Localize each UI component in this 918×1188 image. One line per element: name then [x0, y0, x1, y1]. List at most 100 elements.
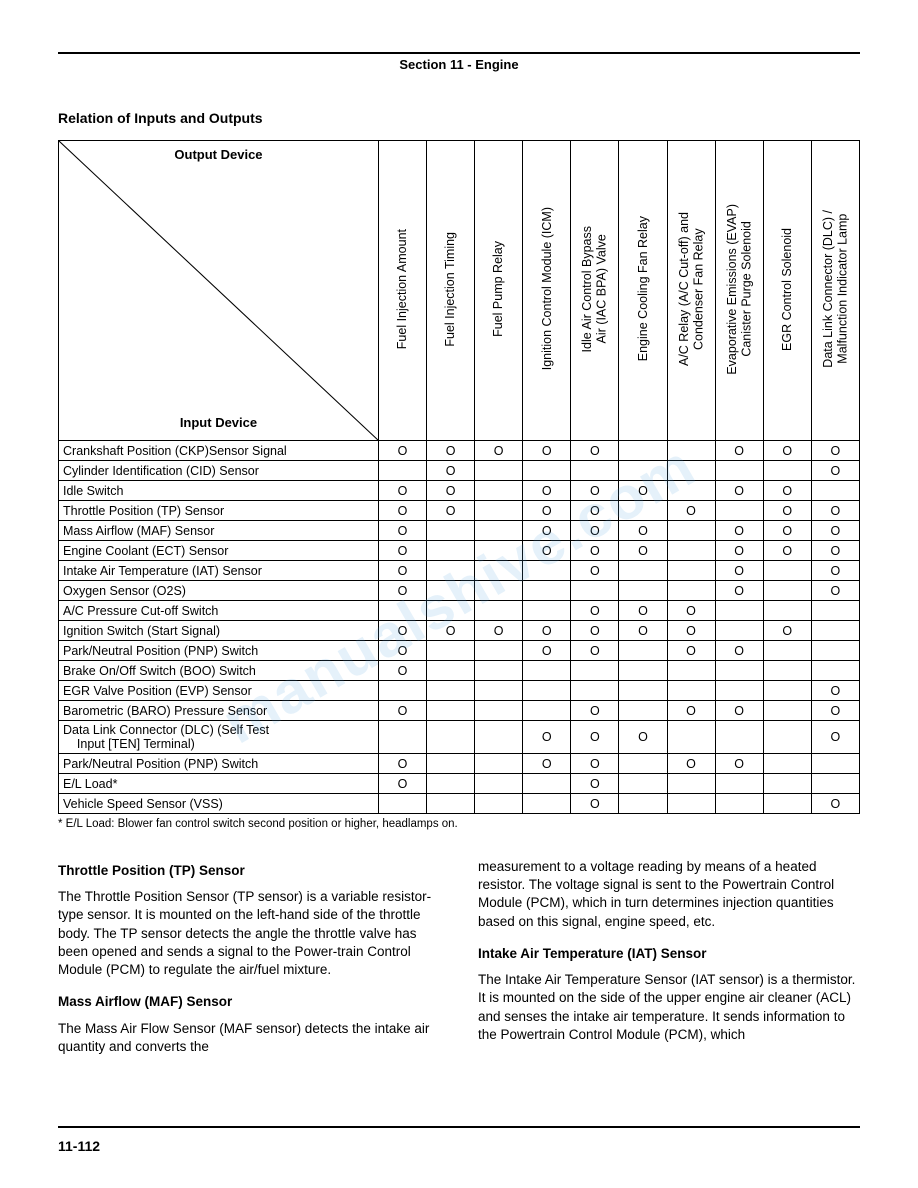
row-header: Brake On/Off Switch (BOO) Switch — [59, 661, 379, 681]
matrix-cell: O — [715, 581, 763, 601]
column-header-label: Fuel Injection Timing — [443, 232, 457, 347]
matrix-cell — [619, 441, 667, 461]
matrix-cell: O — [378, 481, 426, 501]
matrix-cell: O — [378, 754, 426, 774]
row-header: Crankshaft Position (CKP)Sensor Signal — [59, 441, 379, 461]
matrix-cell: O — [427, 501, 475, 521]
matrix-cell — [667, 681, 715, 701]
paragraph: The Throttle Position Sensor (TP sensor)… — [58, 888, 440, 979]
matrix-cell — [811, 661, 859, 681]
matrix-cell: O — [378, 621, 426, 641]
matrix-cell: O — [475, 621, 523, 641]
matrix-cell — [811, 621, 859, 641]
matrix-cell — [475, 661, 523, 681]
matrix-cell: O — [811, 721, 859, 754]
matrix-cell — [475, 774, 523, 794]
matrix-cell — [667, 661, 715, 681]
matrix-cell — [667, 521, 715, 541]
table-row: Ignition Switch (Start Signal)OOOOOOOO — [59, 621, 860, 641]
row-header: Park/Neutral Position (PNP) Switch — [59, 641, 379, 661]
matrix-cell — [763, 794, 811, 814]
matrix-cell — [475, 501, 523, 521]
matrix-cell — [523, 601, 571, 621]
matrix-cell — [475, 794, 523, 814]
row-header: E/L Load* — [59, 774, 379, 794]
table-row: Park/Neutral Position (PNP) SwitchOOOOO — [59, 754, 860, 774]
row-header: A/C Pressure Cut-off Switch — [59, 601, 379, 621]
matrix-cell — [715, 621, 763, 641]
matrix-cell: O — [571, 794, 619, 814]
bottom-rule — [58, 1126, 860, 1128]
matrix-cell: O — [475, 441, 523, 461]
column-header-label: Fuel Injection Amount — [395, 229, 409, 349]
matrix-cell: O — [715, 561, 763, 581]
matrix-cell: O — [763, 621, 811, 641]
matrix-cell — [715, 661, 763, 681]
matrix-cell: O — [378, 561, 426, 581]
matrix-cell — [619, 561, 667, 581]
subheading: Mass Airflow (MAF) Sensor — [58, 993, 440, 1011]
matrix-cell — [523, 794, 571, 814]
matrix-cell — [667, 581, 715, 601]
matrix-cell — [619, 641, 667, 661]
matrix-cell: O — [378, 581, 426, 601]
matrix-cell: O — [667, 641, 715, 661]
row-header: Mass Airflow (MAF) Sensor — [59, 521, 379, 541]
table-row: Data Link Connector (DLC) (Self Test Inp… — [59, 721, 860, 754]
body-columns: Throttle Position (TP) SensorThe Throttl… — [58, 858, 860, 1070]
matrix-cell: O — [378, 521, 426, 541]
column-header: Fuel Pump Relay — [475, 141, 523, 441]
matrix-cell — [475, 461, 523, 481]
matrix-cell: O — [571, 754, 619, 774]
matrix-cell — [427, 521, 475, 541]
matrix-cell — [763, 681, 811, 701]
matrix-cell — [667, 721, 715, 754]
matrix-cell — [427, 701, 475, 721]
matrix-cell — [523, 701, 571, 721]
matrix-cell: O — [378, 641, 426, 661]
matrix-cell — [715, 501, 763, 521]
matrix-cell — [523, 581, 571, 601]
matrix-cell — [715, 681, 763, 701]
column-header-label: Engine Cooling Fan Relay — [636, 216, 650, 361]
matrix-cell — [427, 541, 475, 561]
table-row: Engine Coolant (ECT) SensorOOOOOOO — [59, 541, 860, 561]
column-header: Ignition Control Module (ICM) — [523, 141, 571, 441]
matrix-cell: O — [571, 721, 619, 754]
matrix-cell — [619, 661, 667, 681]
table-row: E/L Load*OO — [59, 774, 860, 794]
matrix-cell: O — [619, 481, 667, 501]
matrix-cell: O — [571, 541, 619, 561]
matrix-cell — [667, 561, 715, 581]
matrix-cell: O — [523, 721, 571, 754]
matrix-cell — [619, 701, 667, 721]
matrix-cell: O — [619, 621, 667, 641]
diagonal-header-cell: Output Device Input Device — [59, 141, 379, 441]
matrix-cell — [427, 774, 475, 794]
matrix-cell — [427, 754, 475, 774]
matrix-cell: O — [715, 701, 763, 721]
matrix-cell — [427, 641, 475, 661]
matrix-cell: O — [523, 501, 571, 521]
column-header-label: Idle Air Control BypassAir (IAC BPA) Val… — [580, 226, 609, 352]
matrix-cell — [811, 754, 859, 774]
matrix-cell — [715, 461, 763, 481]
matrix-cell: O — [619, 601, 667, 621]
table-row: Oxygen Sensor (O2S)OOO — [59, 581, 860, 601]
output-device-label: Output Device — [59, 147, 378, 162]
matrix-cell: O — [571, 774, 619, 794]
row-header: Throttle Position (TP) Sensor — [59, 501, 379, 521]
matrix-cell: O — [571, 601, 619, 621]
table-row: Brake On/Off Switch (BOO) SwitchO — [59, 661, 860, 681]
matrix-cell: O — [523, 641, 571, 661]
table-row: Idle SwitchOOOOOOO — [59, 481, 860, 501]
matrix-cell: O — [571, 441, 619, 461]
matrix-cell: O — [523, 541, 571, 561]
matrix-body: Crankshaft Position (CKP)Sensor SignalOO… — [59, 441, 860, 814]
matrix-cell — [523, 774, 571, 794]
matrix-cell: O — [523, 621, 571, 641]
row-header: Oxygen Sensor (O2S) — [59, 581, 379, 601]
matrix-cell — [427, 601, 475, 621]
matrix-cell — [763, 461, 811, 481]
row-header: Ignition Switch (Start Signal) — [59, 621, 379, 641]
